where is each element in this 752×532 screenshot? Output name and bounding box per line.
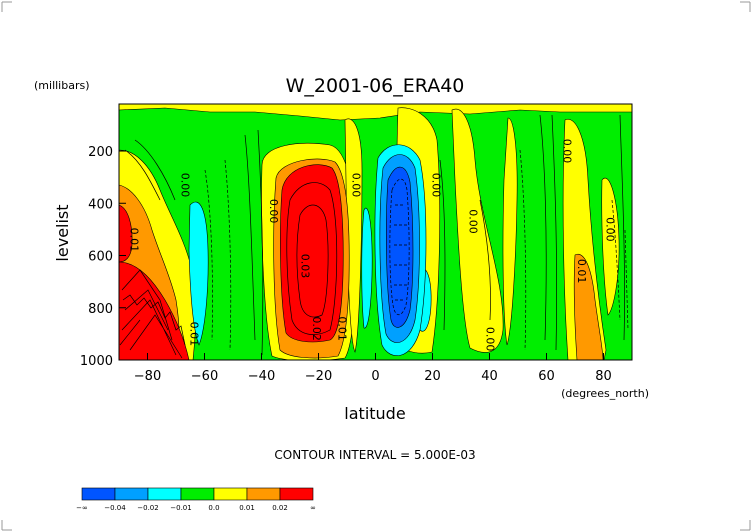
colorbar-label: −0.04 [104,504,126,512]
x-tick-label: 80 [595,369,612,384]
contour-label: 0.00 [484,327,497,352]
y-tick-label: 1000 [80,354,113,369]
contour-label: 0.00 [467,209,480,234]
x-axis-title: latitude [344,404,405,423]
x-tick-label: 40 [481,369,498,384]
x-tick-label: −80 [134,369,161,384]
x-units-label: (degrees_north) [561,387,649,400]
contour-label: 0.00 [430,173,443,198]
x-tick-label: −20 [305,369,332,384]
x-tick-label: −60 [191,369,218,384]
y-tick-label: 200 [88,145,113,160]
colorbar-swatch [81,487,116,501]
contour-label: 0.01 [127,228,140,253]
colorbar-swatch [213,487,248,501]
colorbar-label: −∞ [76,504,88,512]
contour-lines [119,114,629,359]
x-tick-label: 0 [371,369,379,384]
y-tick-label: 400 [88,197,113,212]
colorbar-swatch [180,487,215,501]
contour-label: 0.01 [187,322,200,347]
contour-label: 0.00 [350,173,363,198]
colorbar-label: ∞ [310,504,316,512]
colorbar-swatch [246,487,281,501]
x-axis: −80 −60 −40 −20 0 20 40 60 80 [134,353,612,384]
colorbar-label: −0.02 [137,504,158,512]
x-tick-label: 60 [538,369,555,384]
y-tick-label: 600 [88,250,113,265]
contour-label: 0.00 [561,139,574,164]
y-axis-title: levelist [53,204,72,261]
colorbar-swatch [114,487,149,501]
field-red-regions [119,164,344,360]
contour-label: 0.00 [267,199,280,224]
contour-label: 0.00 [179,173,192,198]
y-units-label: (millibars) [34,79,90,92]
field-negative-regions [188,144,432,356]
contour-label: 0.01 [335,316,348,341]
contour-label: 0.02 [310,316,323,341]
x-tick-label: 20 [424,369,441,384]
colorbar-label: 0.02 [272,504,288,512]
contour-interval-text: CONTOUR INTERVAL = 5.000E-03 [274,448,475,462]
colorbar: −∞ −0.04 −0.02 −0.01 0.0 0.01 0.02 ∞ [76,487,316,512]
plot-area: 0.00 0.00 0.00 0.00 0.00 0.00 0.00 0.01 0.01 0.01… [119,104,632,360]
chart-title: W_2001-06_ERA40 [286,75,465,97]
colorbar-label: 0.0 [208,504,219,512]
y-axis: 200 400 600 800 1000 [80,145,126,369]
colorbar-label: −0.01 [170,504,191,512]
x-tick-label: −40 [248,369,275,384]
colorbar-swatch [279,487,314,501]
colorbar-swatch [147,487,182,501]
contour-labels: 0.00 0.00 0.00 0.00 0.00 0.00 0.00 0.01 0.01 0.01… [127,139,616,352]
colorbar-label: 0.01 [239,504,255,512]
contour-label: 0.03 [298,254,311,279]
contour-label: 0.01 [575,259,588,284]
contour-label: 0.00 [603,217,616,242]
y-tick-label: 800 [88,302,113,317]
